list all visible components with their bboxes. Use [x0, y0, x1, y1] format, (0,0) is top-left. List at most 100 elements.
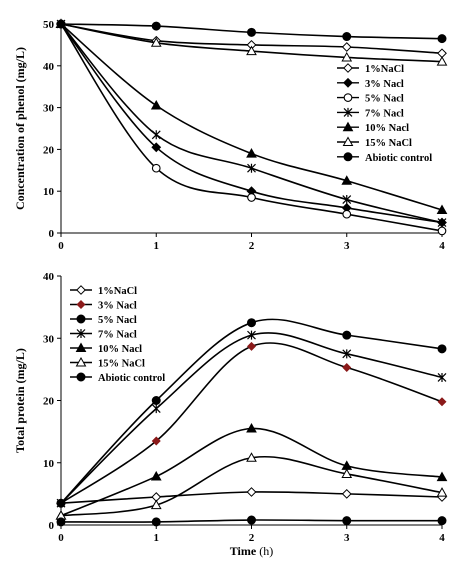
data-point: [437, 372, 447, 382]
legend: 1%NaCl 3% Nacl 5% Nacl 7% Nacl 10% Nacl 15% N…: [70, 285, 165, 384]
data-point: [56, 498, 66, 508]
data-point: [247, 330, 256, 340]
series-15-nacl: [55, 452, 448, 520]
legend-marker: [76, 285, 86, 295]
legend-item: Abiotic control: [70, 372, 165, 384]
y-tick-label: 20: [43, 144, 55, 156]
data-point: [437, 34, 447, 44]
legend-item: 10% Nacl: [337, 121, 409, 134]
data-point: [247, 27, 256, 37]
legend-item: 1%NaCl: [337, 63, 404, 75]
data-point: [246, 45, 257, 56]
data-point: [436, 204, 448, 215]
legend-marker: [343, 77, 353, 88]
data-point: [341, 51, 353, 62]
legend-label: 5% Nacl: [98, 315, 137, 326]
legend-marker: [75, 342, 87, 352]
legend-label: Abiotic control: [98, 373, 165, 384]
data-point: [150, 499, 162, 510]
series-3-nacl: [56, 341, 447, 508]
y-tick-label: 10: [43, 186, 55, 198]
x-axis-label: Time (h): [230, 544, 273, 558]
data-point: [342, 195, 352, 205]
data-point: [436, 487, 448, 497]
data-point: [56, 19, 66, 29]
x-tick-label: 4: [439, 240, 445, 252]
data-point: [342, 516, 352, 526]
series-line: [60, 23, 443, 224]
legend-item: 5% Nacl: [337, 93, 404, 105]
data-point: [150, 37, 162, 47]
data-point: [247, 515, 256, 525]
series-abiotic-control: [56, 515, 447, 527]
x-tick-label: 0: [58, 532, 64, 544]
data-point: [437, 226, 447, 236]
legend-label: 15% NaCl: [98, 359, 145, 370]
y-tick-label: 30: [43, 103, 55, 115]
data-point: [341, 468, 353, 478]
y-tick-label: 0: [49, 228, 55, 240]
x-tick-label: 2: [249, 240, 255, 252]
data-point: [437, 516, 447, 526]
data-point: [437, 344, 447, 354]
x-axis-label-name: Time: [230, 544, 257, 558]
y-tick-label: 30: [43, 333, 55, 345]
data-point: [342, 330, 352, 340]
legend-marker: [76, 372, 86, 382]
legend-item: 10% Nacl: [70, 342, 142, 355]
data-point: [436, 56, 448, 66]
data-point: [151, 163, 161, 173]
legend-label: 10% Nacl: [365, 123, 409, 134]
series-1-nacl: [56, 487, 447, 509]
data-point: [246, 341, 257, 351]
data-point: [341, 42, 352, 52]
legend-label: 7% Nacl: [365, 108, 404, 119]
phenol-chart: 0 10 20 30 40 50 0 1 2 3 4 Concentration of phenol …: [13, 18, 448, 252]
series-line: [60, 456, 443, 517]
legend-item: 7% Nacl: [337, 107, 404, 119]
series-7-nacl: [56, 19, 447, 228]
series-line: [60, 23, 443, 232]
y-axis-label: Concentration of phenol (mg/L): [13, 47, 27, 210]
legend-marker: [343, 93, 353, 102]
y-tick-label: 50: [43, 19, 55, 31]
data-point: [247, 163, 256, 173]
x-axis-label-unit: (h): [256, 544, 273, 558]
data-point: [247, 318, 256, 328]
data-point: [437, 218, 447, 228]
data-point: [341, 175, 353, 185]
legend-marker: [343, 152, 353, 162]
legend-marker: [76, 329, 86, 338]
legend-item: 5% Nacl: [70, 314, 137, 326]
series-10-nacl: [55, 422, 448, 520]
legend-marker: [76, 314, 86, 324]
legend-label: 15% NaCl: [365, 138, 412, 149]
data-point: [151, 517, 161, 527]
data-point: [246, 148, 257, 158]
series-line: [60, 23, 443, 224]
x-tick-label: 1: [154, 240, 160, 252]
data-point: [342, 32, 352, 42]
legend-label: 10% Nacl: [98, 344, 142, 355]
series-line: [60, 23, 443, 211]
series-abiotic-control: [56, 19, 447, 44]
legend-item: 15% NaCl: [337, 136, 412, 149]
legend-item: 15% NaCl: [70, 356, 145, 370]
x-tick-label: 2: [249, 532, 255, 544]
legend: 1%NaCl 3% Nacl 5% Nacl 7% Nacl 10% Nacl 15% N…: [337, 63, 432, 164]
legend-marker: [343, 63, 353, 73]
data-point: [151, 436, 161, 446]
legend-marker: [76, 299, 86, 310]
y-axis-label: Total protein (mg/L): [13, 348, 27, 453]
data-point: [150, 470, 162, 481]
legend-label: 5% Nacl: [365, 94, 404, 105]
x-tick-label: 4: [439, 532, 445, 544]
data-point: [56, 517, 66, 527]
legend-item: 7% Nacl: [70, 329, 137, 341]
data-point: [150, 99, 162, 110]
data-point: [246, 452, 257, 462]
data-point: [151, 142, 162, 153]
y-tick-label: 10: [43, 458, 55, 470]
y-tick-label: 40: [43, 61, 55, 73]
protein-chart: 0 10 20 30 40 0 1 2 3 4 Total protein (mg/L) Time (…: [13, 271, 448, 558]
